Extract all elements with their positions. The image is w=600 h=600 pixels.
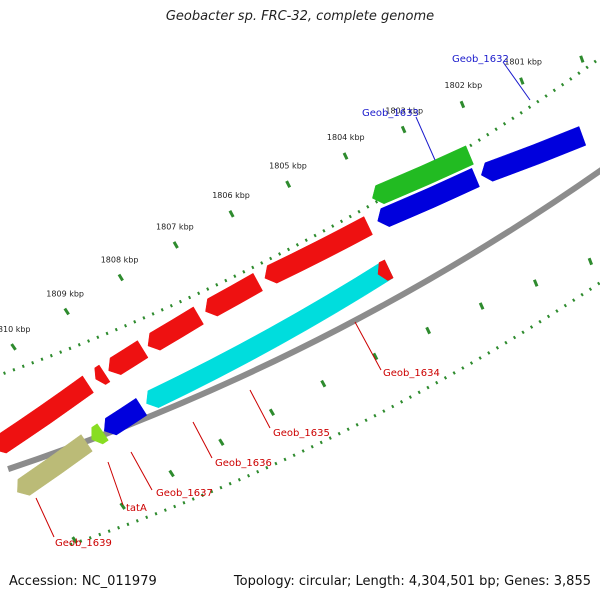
major-tick: [519, 77, 525, 85]
major-tick: [172, 241, 179, 249]
major-tick: [532, 279, 539, 287]
major-tick: [587, 257, 594, 266]
major-tick: [228, 210, 235, 218]
gene-label-geob_1635[interactable]: Geob_1635: [273, 428, 330, 439]
gene-label-tata[interactable]: tatA: [126, 503, 147, 514]
major-tick: [63, 307, 70, 316]
tick-label: 1806 kbp: [212, 191, 250, 200]
tick-label: 1809 kbp: [46, 289, 84, 298]
genome-backbone: [7, 167, 600, 472]
callout-line: [35, 497, 55, 538]
gene-feature-geob_1634[interactable]: [264, 216, 373, 284]
gene-label-geob_1636[interactable]: Geob_1636: [215, 458, 272, 469]
tick-label: 1802 kbp: [445, 81, 483, 90]
major-tick: [342, 152, 349, 160]
gene-feature-geob_1634[interactable]: [108, 340, 149, 375]
major-tick: [117, 273, 124, 282]
tick-label: 1805 kbp: [269, 161, 307, 170]
major-tick: [478, 302, 485, 310]
inner-tick-track: [64, 280, 600, 548]
gene-label-geob_1633[interactable]: Geob_1633: [362, 108, 419, 119]
gene-feature-geob_1634[interactable]: [205, 272, 263, 317]
major-tick: [425, 326, 432, 335]
gene-label-geob_1632[interactable]: Geob_1632: [452, 54, 509, 65]
gene-feature-geob_1634[interactable]: [147, 306, 204, 351]
accession-text: Accession: NC_011979: [9, 574, 157, 589]
major-tick: [10, 343, 17, 351]
gene-feature-geob_1635[interactable]: [146, 259, 394, 408]
major-tick: [218, 438, 225, 446]
callout-line: [502, 61, 531, 101]
callout-line: [107, 461, 124, 506]
major-tick: [372, 352, 379, 361]
gene-feature-geob_1632[interactable]: [481, 126, 587, 182]
tick-label: 1807 kbp: [156, 222, 194, 231]
gene-feature-geob_1634[interactable]: [0, 375, 94, 454]
major-tick: [285, 180, 292, 189]
callout-line: [354, 321, 382, 371]
gene-feature-geob_1632[interactable]: [377, 167, 480, 227]
tick-label: 1808 kbp: [101, 255, 139, 264]
major-tick: [579, 55, 585, 63]
map-title: Geobacter sp. FRC-32, complete genome: [165, 9, 435, 24]
callout-line: [192, 421, 213, 459]
gene-feature-tata[interactable]: [91, 423, 109, 445]
gene-label-geob_1637[interactable]: Geob_1637: [156, 488, 213, 499]
outer-tick-track: [0, 56, 600, 377]
major-tick: [71, 536, 78, 544]
tick-label: 1810 kbp: [0, 325, 30, 334]
major-tick: [400, 125, 407, 134]
gene-feature-geob_1639[interactable]: [17, 434, 93, 496]
gene-feature-geob_1636[interactable]: [377, 259, 394, 281]
gene-label-geob_1639[interactable]: Geob_1639: [55, 538, 112, 549]
major-tick: [168, 469, 175, 478]
callout-line: [130, 451, 153, 491]
genome-summary: Topology: circular; Length: 4,304,501 bp…: [233, 574, 591, 589]
tick-label: 1804 kbp: [327, 133, 365, 142]
gene-feature-geob_1633[interactable]: [372, 145, 474, 205]
major-tick: [459, 100, 466, 109]
callout-line: [415, 116, 436, 161]
tick-label: 1803 kbp: [385, 106, 423, 115]
callout-line: [249, 389, 271, 429]
major-tick: [320, 379, 327, 388]
gene-label-geob_1634[interactable]: Geob_1634: [383, 368, 440, 379]
gene-feature-geob_1637[interactable]: [104, 397, 148, 436]
major-tick: [119, 502, 126, 510]
major-tick: [268, 408, 275, 417]
gene-feature-geob_1634[interactable]: [94, 364, 111, 385]
tick-label: 1801 kbp: [504, 58, 542, 67]
